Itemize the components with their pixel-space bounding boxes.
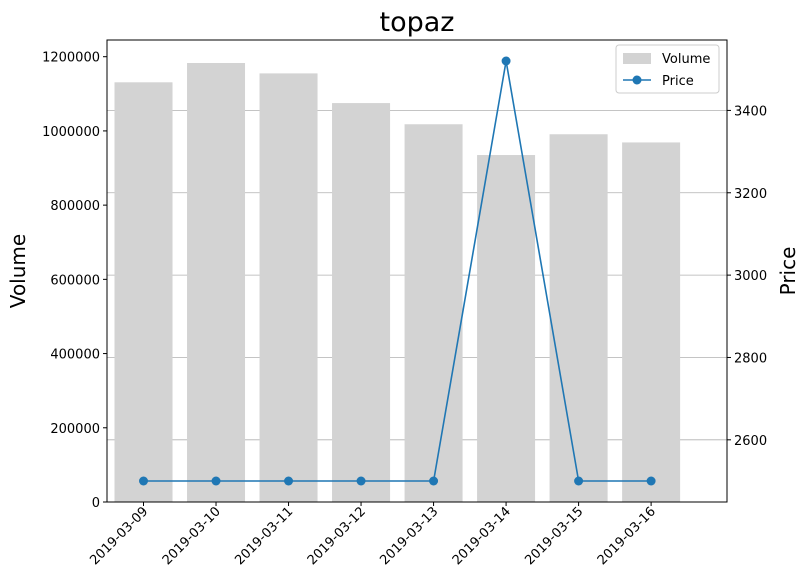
right-tick-label: 3000	[734, 269, 767, 284]
x-tick-label: 2019-03-09	[87, 504, 151, 568]
left-axis: 0 200000 400000 600000 800000 1000000 1200000	[42, 51, 107, 511]
price-point	[429, 476, 439, 486]
x-axis: 2019-03-09 2019-03-10 2019-03-11 2019-03-12…	[87, 502, 659, 568]
price-point	[574, 476, 584, 486]
x-tick-label: 2019-03-16	[595, 504, 659, 568]
legend-price-label: Price	[662, 74, 694, 89]
legend-volume-label: Volume	[662, 52, 710, 67]
right-axis-title: Price	[776, 247, 800, 296]
x-tick-label: 2019-03-11	[232, 504, 296, 568]
right-tick-label: 3200	[734, 187, 767, 202]
price-point	[646, 476, 656, 486]
right-tick-label: 3400	[734, 104, 767, 119]
legend-price-swatch-marker	[632, 75, 642, 85]
bars	[114, 63, 681, 503]
price-point	[356, 476, 366, 486]
left-tick-label: 0	[92, 496, 100, 511]
right-axis: 2600 2800 3000 3200 3400	[727, 104, 767, 449]
volume-bar	[549, 134, 608, 502]
price-point	[284, 476, 294, 486]
price-point	[211, 476, 221, 486]
x-tick-label: 2019-03-12	[305, 504, 369, 568]
left-tick-label: 1000000	[42, 125, 100, 140]
volume-bar	[259, 73, 318, 503]
left-tick-label: 400000	[50, 348, 100, 363]
x-tick-label: 2019-03-15	[522, 504, 586, 568]
price-point	[501, 56, 511, 66]
legend-volume-swatch	[623, 53, 651, 64]
volume-bar	[622, 142, 681, 502]
volume-bar	[114, 82, 173, 502]
volume-bar	[477, 155, 536, 503]
x-tick-label: 2019-03-14	[450, 504, 514, 568]
chart-title: topaz	[380, 7, 455, 38]
left-tick-label: 600000	[50, 273, 100, 288]
price-line	[139, 56, 656, 486]
volume-bar	[332, 103, 391, 502]
legend: Volume Price	[615, 44, 720, 94]
left-tick-label: 1200000	[42, 51, 100, 66]
left-tick-label: 200000	[50, 422, 100, 437]
right-tick-label: 2800	[734, 351, 767, 366]
right-tick-label: 2600	[734, 434, 767, 449]
price-series-line	[143, 60, 652, 482]
left-tick-label: 800000	[50, 199, 100, 214]
price-point	[139, 476, 149, 486]
volume-bar	[404, 124, 463, 502]
x-tick-label: 2019-03-13	[377, 504, 441, 568]
x-tick-label: 2019-03-10	[160, 504, 224, 568]
left-axis-title: Volume	[6, 234, 30, 308]
volume-bar	[187, 63, 246, 502]
plot-frame	[106, 39, 728, 503]
